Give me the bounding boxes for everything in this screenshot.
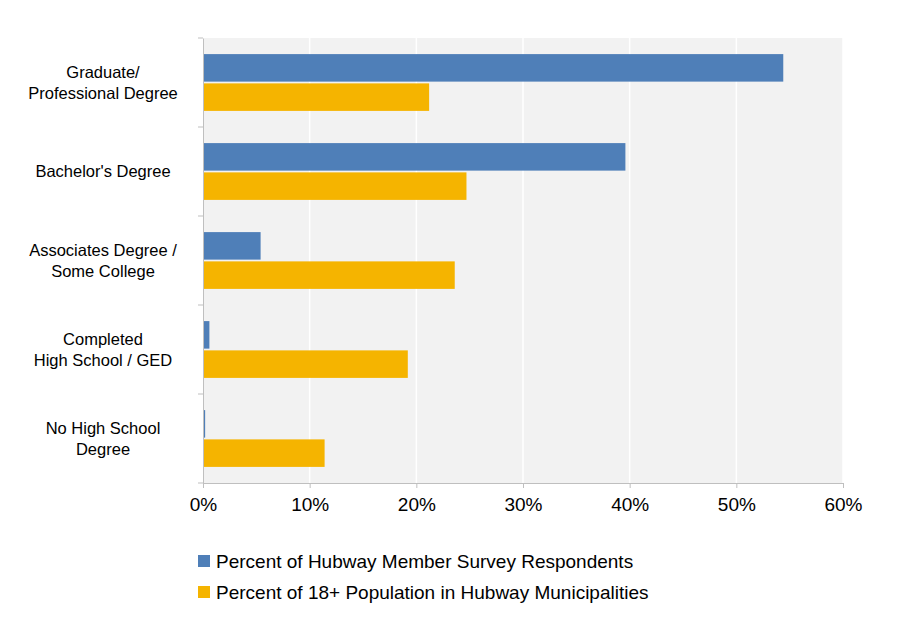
y-tick-label-line: Professional Degree <box>28 84 178 102</box>
bar <box>203 54 783 82</box>
x-tick: 0% <box>190 483 218 515</box>
y-tick-label: No High School Degree <box>46 419 161 458</box>
x-tick-label: 40% <box>611 494 649 515</box>
y-tick-label: Completed High School / GED <box>34 330 173 369</box>
grid-line <box>629 38 631 483</box>
y-tick-label: Graduate/Professional Degree <box>28 63 178 102</box>
y-tick-label-line: Completed <box>63 330 143 348</box>
x-tick-mark <box>523 483 524 488</box>
bar <box>203 83 429 111</box>
y-tick: No High School Degree <box>46 419 203 458</box>
plot: 0% 10% 20% 30% 40% 50% 60% Graduate/Professiona… <box>28 38 862 515</box>
x-tick-label: 30% <box>504 494 542 515</box>
legend-label: Percent of Hubway Member Survey Responde… <box>216 551 633 572</box>
y-tick-label-line: Graduate/ <box>66 63 140 81</box>
grid <box>203 38 843 483</box>
category-separator <box>198 305 203 306</box>
x-tick-label: 50% <box>718 494 756 515</box>
x-tick: 30% <box>504 483 542 515</box>
bar <box>203 143 625 171</box>
x-tick: 40% <box>611 483 649 515</box>
category-separator <box>198 216 203 217</box>
grid-line <box>202 38 204 483</box>
x-tick: 50% <box>718 483 756 515</box>
x-tick-mark <box>736 483 737 488</box>
bar <box>203 232 261 260</box>
category-separator <box>198 394 203 395</box>
y-tick-label-line: Associates Degree / <box>29 241 177 259</box>
legend-item: Percent of 18+ Population in Hubway Muni… <box>198 582 649 603</box>
x-tick-label: 10% <box>291 494 329 515</box>
x-tick-mark <box>416 483 417 488</box>
legend-swatch <box>198 555 210 567</box>
bars <box>203 54 783 467</box>
x-tick: 60% <box>824 483 862 515</box>
x-tick: 10% <box>291 483 329 515</box>
category-separators <box>198 38 203 483</box>
y-tick-label-line: Degree <box>76 440 130 458</box>
x-tick-label: 60% <box>824 494 862 515</box>
bar <box>203 350 408 378</box>
x-tick-mark <box>630 483 631 488</box>
y-tick-label: Associates Degree / Some College <box>29 241 177 280</box>
legend-item: Percent of Hubway Member Survey Responde… <box>198 551 633 572</box>
bar <box>203 261 455 289</box>
y-tick-label-line: No High School <box>46 419 161 437</box>
x-tick-label: 20% <box>398 494 436 515</box>
bar-series <box>203 83 466 467</box>
y-tick: Graduate/Professional Degree <box>28 63 203 102</box>
category-separator <box>198 38 203 39</box>
category-separator <box>198 483 203 484</box>
grid-line <box>842 38 844 483</box>
y-tick-label-line: Some College <box>51 262 155 280</box>
x-tick-mark <box>310 483 311 488</box>
category-separator <box>198 127 203 128</box>
plot-background <box>203 38 843 483</box>
x-tick-label: 0% <box>190 494 218 515</box>
x-axis: 0% 10% 20% 30% 40% 50% 60% <box>190 483 863 515</box>
bar <box>203 172 466 200</box>
x-tick-mark <box>203 483 204 488</box>
y-tick-label-line: High School / GED <box>34 351 173 369</box>
x-tick: 20% <box>398 483 436 515</box>
y-tick: Associates Degree / Some College <box>29 241 203 280</box>
legend-label: Percent of 18+ Population in Hubway Muni… <box>216 582 649 603</box>
y-axis-line <box>203 39 204 484</box>
bar-series <box>203 54 783 438</box>
y-tick-label-line: Bachelor's Degree <box>35 162 170 180</box>
legend-swatch <box>198 586 210 598</box>
y-tick: Completed High School / GED <box>34 330 203 369</box>
legend: Percent of Hubway Member Survey Responde… <box>198 551 649 603</box>
y-tick: Bachelor's Degree <box>35 162 203 180</box>
bar <box>203 439 325 467</box>
x-tick-mark <box>843 483 844 488</box>
chart: 0% 10% 20% 30% 40% 50% 60% Graduate/Professiona… <box>0 0 902 630</box>
grid-line <box>522 38 524 483</box>
y-tick-label: Bachelor's Degree <box>35 162 170 180</box>
grid-line <box>736 38 738 483</box>
y-axis: Graduate/Professional Degree Bachelor's D… <box>28 39 203 484</box>
